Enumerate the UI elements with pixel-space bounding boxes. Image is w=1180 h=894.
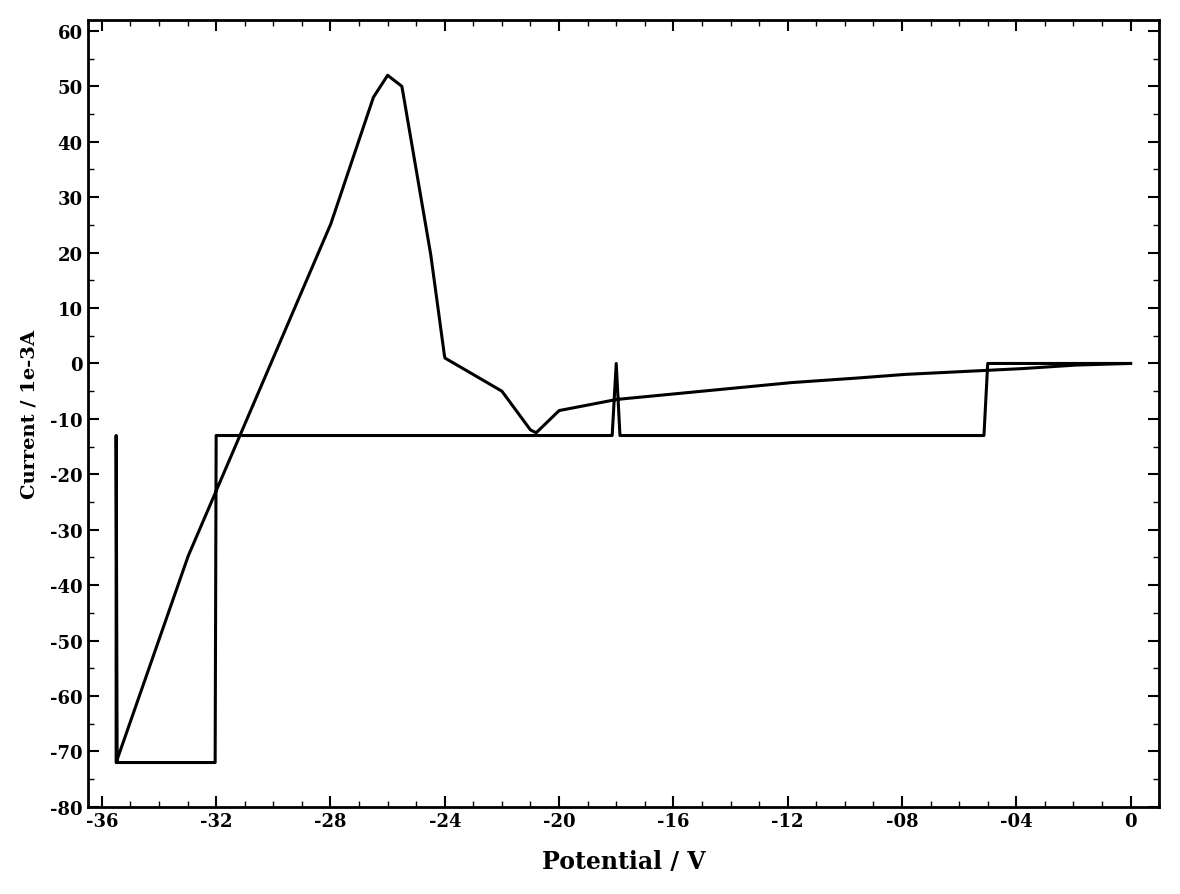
Y-axis label: Current / 1e-3A: Current / 1e-3A	[21, 330, 39, 498]
X-axis label: Potential / V: Potential / V	[542, 849, 706, 873]
